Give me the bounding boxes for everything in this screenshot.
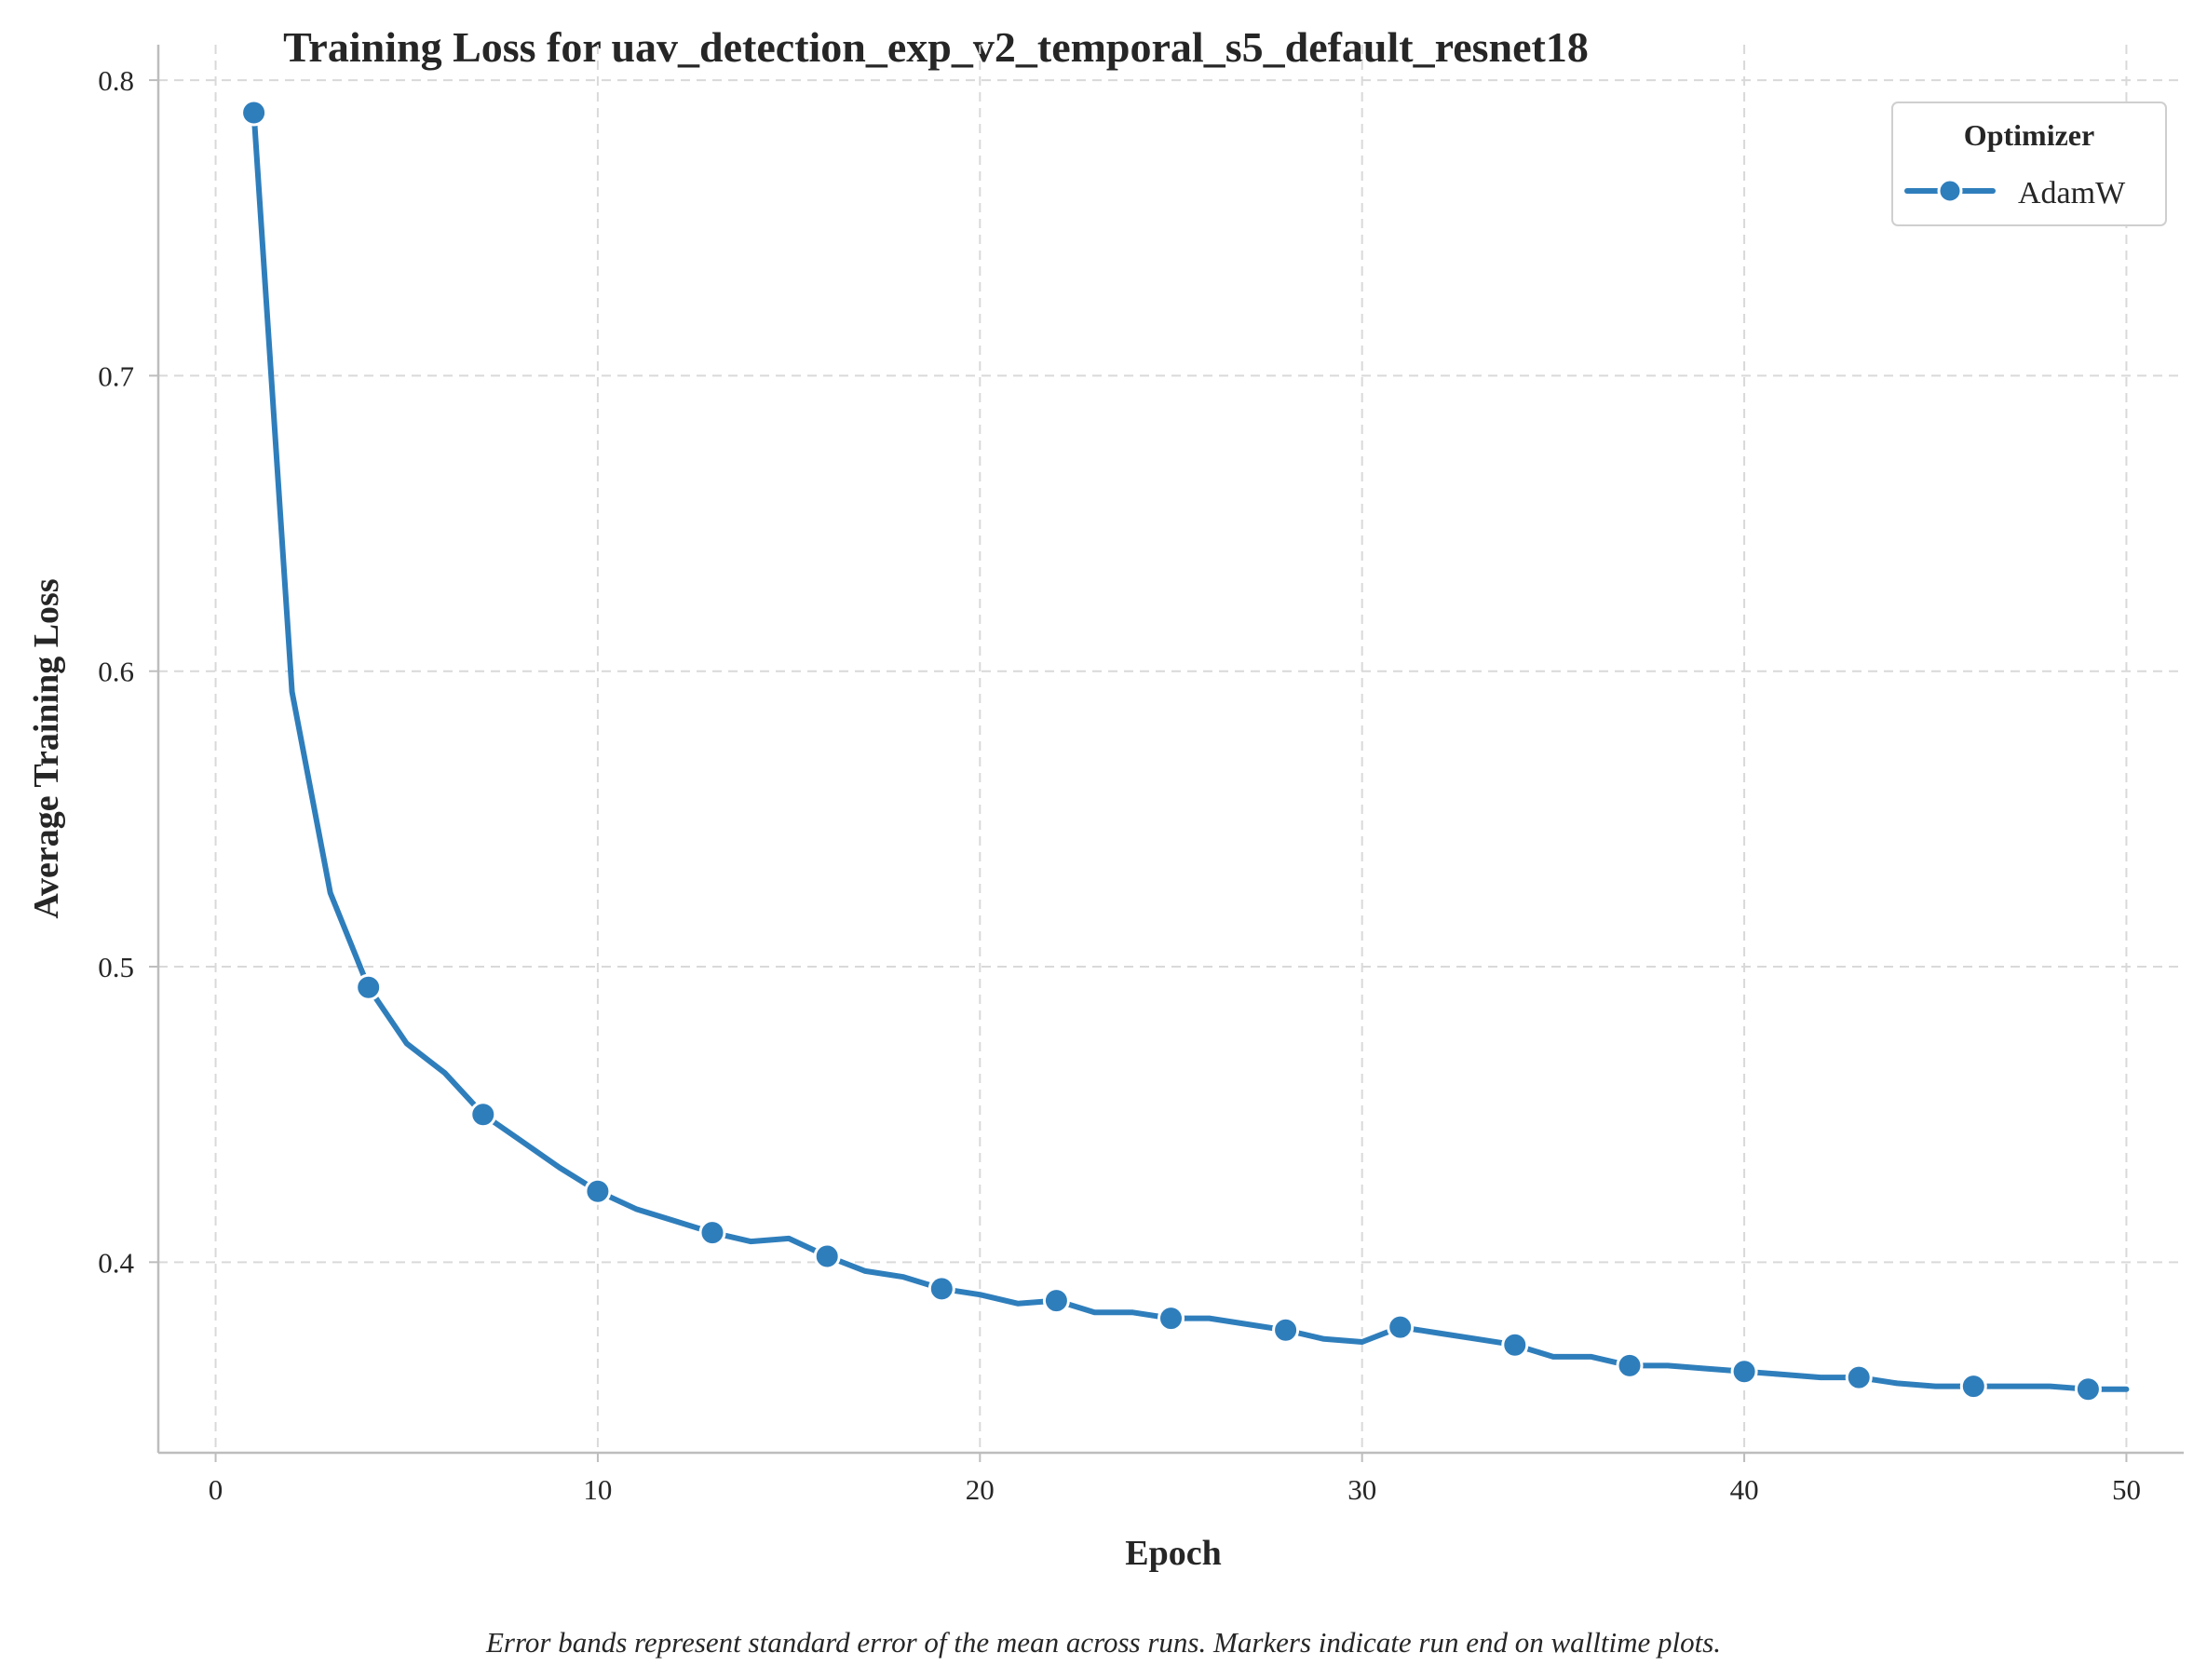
x-axis-label: Epoch — [1125, 1534, 1221, 1573]
data-point — [1387, 1313, 1415, 1341]
data-point — [1272, 1316, 1300, 1344]
x-tick-label: 30 — [1347, 1473, 1376, 1506]
y-tick-label: 0.8 — [98, 64, 134, 97]
data-point — [2074, 1375, 2102, 1403]
data-point — [1158, 1305, 1185, 1333]
data-point — [240, 99, 268, 127]
chart-title: Training Loss for uav_detection_exp_v2_t… — [283, 23, 1589, 71]
y-axis-label: Average Training Loss — [27, 578, 66, 918]
data-point — [1845, 1363, 1873, 1391]
y-tick-label: 0.6 — [98, 656, 134, 688]
data-point — [1042, 1287, 1070, 1315]
x-tick-label: 0 — [209, 1473, 223, 1506]
data-point — [813, 1242, 841, 1270]
axes — [156, 45, 2184, 1455]
data-point — [469, 1101, 497, 1129]
axis-ticks: 0 10 20 30 40 50 0.4 0.5 0.6 0.7 0.8 — [98, 64, 2141, 1506]
grid-lines — [158, 45, 2184, 1453]
data-point — [1730, 1358, 1758, 1386]
data-point — [698, 1219, 726, 1247]
data-point — [927, 1275, 955, 1303]
figure-caption: Error bands represent standard error of … — [485, 1626, 1721, 1659]
legend: Optimizer AdamW — [1891, 102, 2167, 226]
legend-label-adamw: AdamW — [2018, 176, 2126, 210]
legend-marker-adamw — [1937, 178, 1963, 204]
x-tick-label: 50 — [2112, 1473, 2141, 1506]
data-point — [584, 1177, 612, 1205]
y-tick-label: 0.5 — [98, 951, 134, 983]
series-layer — [240, 99, 2130, 1403]
y-tick-label: 0.4 — [98, 1246, 134, 1279]
data-point — [1501, 1331, 1529, 1359]
series-line-adamw — [250, 110, 2130, 1392]
data-point — [1616, 1351, 1644, 1379]
data-point — [1959, 1373, 1987, 1401]
x-tick-label: 40 — [1730, 1473, 1759, 1506]
x-tick-label: 20 — [966, 1473, 995, 1506]
data-point — [355, 973, 383, 1001]
x-tick-label: 10 — [583, 1473, 612, 1506]
legend-title: Optimizer — [1964, 118, 2094, 152]
y-tick-label: 0.7 — [98, 359, 134, 392]
